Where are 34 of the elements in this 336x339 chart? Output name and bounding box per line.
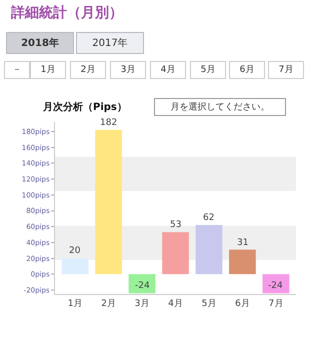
text: 5月 [200,65,216,75]
chart-subtitle: 月次分析（Pips） [42,101,127,113]
data-label: -24 [268,281,283,291]
x-tick-label: 5月 [202,298,216,309]
text: 2017年 [92,37,128,49]
bar [196,225,222,274]
text: 1月 [40,65,56,75]
x-tick-label: 4月 [168,298,183,309]
text: 3月 [120,65,136,75]
data-label: 182 [100,118,118,128]
text: 7月 [278,65,294,75]
text: 6月 [240,65,254,75]
text: 2018年 [21,37,59,49]
bar [62,258,88,274]
bar [95,130,122,274]
x-tick-label: 6月 [235,298,250,309]
data-label: 31 [237,238,248,248]
x-tick-label: 3月 [134,298,150,309]
data-label: 20 [69,246,81,256]
data-label: 62 [203,213,214,223]
text: 4月 [160,65,176,75]
bar [262,274,290,294]
chart-title: 詳細統計（月別） [10,4,123,21]
x-tick-label: 1月 [68,298,82,309]
x-tick-label: 2月 [101,298,116,309]
data-label: 53 [170,220,182,230]
bar [229,250,256,274]
bar [162,232,189,274]
text: 月を選択してください。 [170,102,270,112]
bar [128,274,156,294]
text: － [12,65,22,75]
data-label: -24 [135,281,150,291]
x-tick-label: 7月 [268,298,284,309]
text: 2月 [80,65,96,75]
